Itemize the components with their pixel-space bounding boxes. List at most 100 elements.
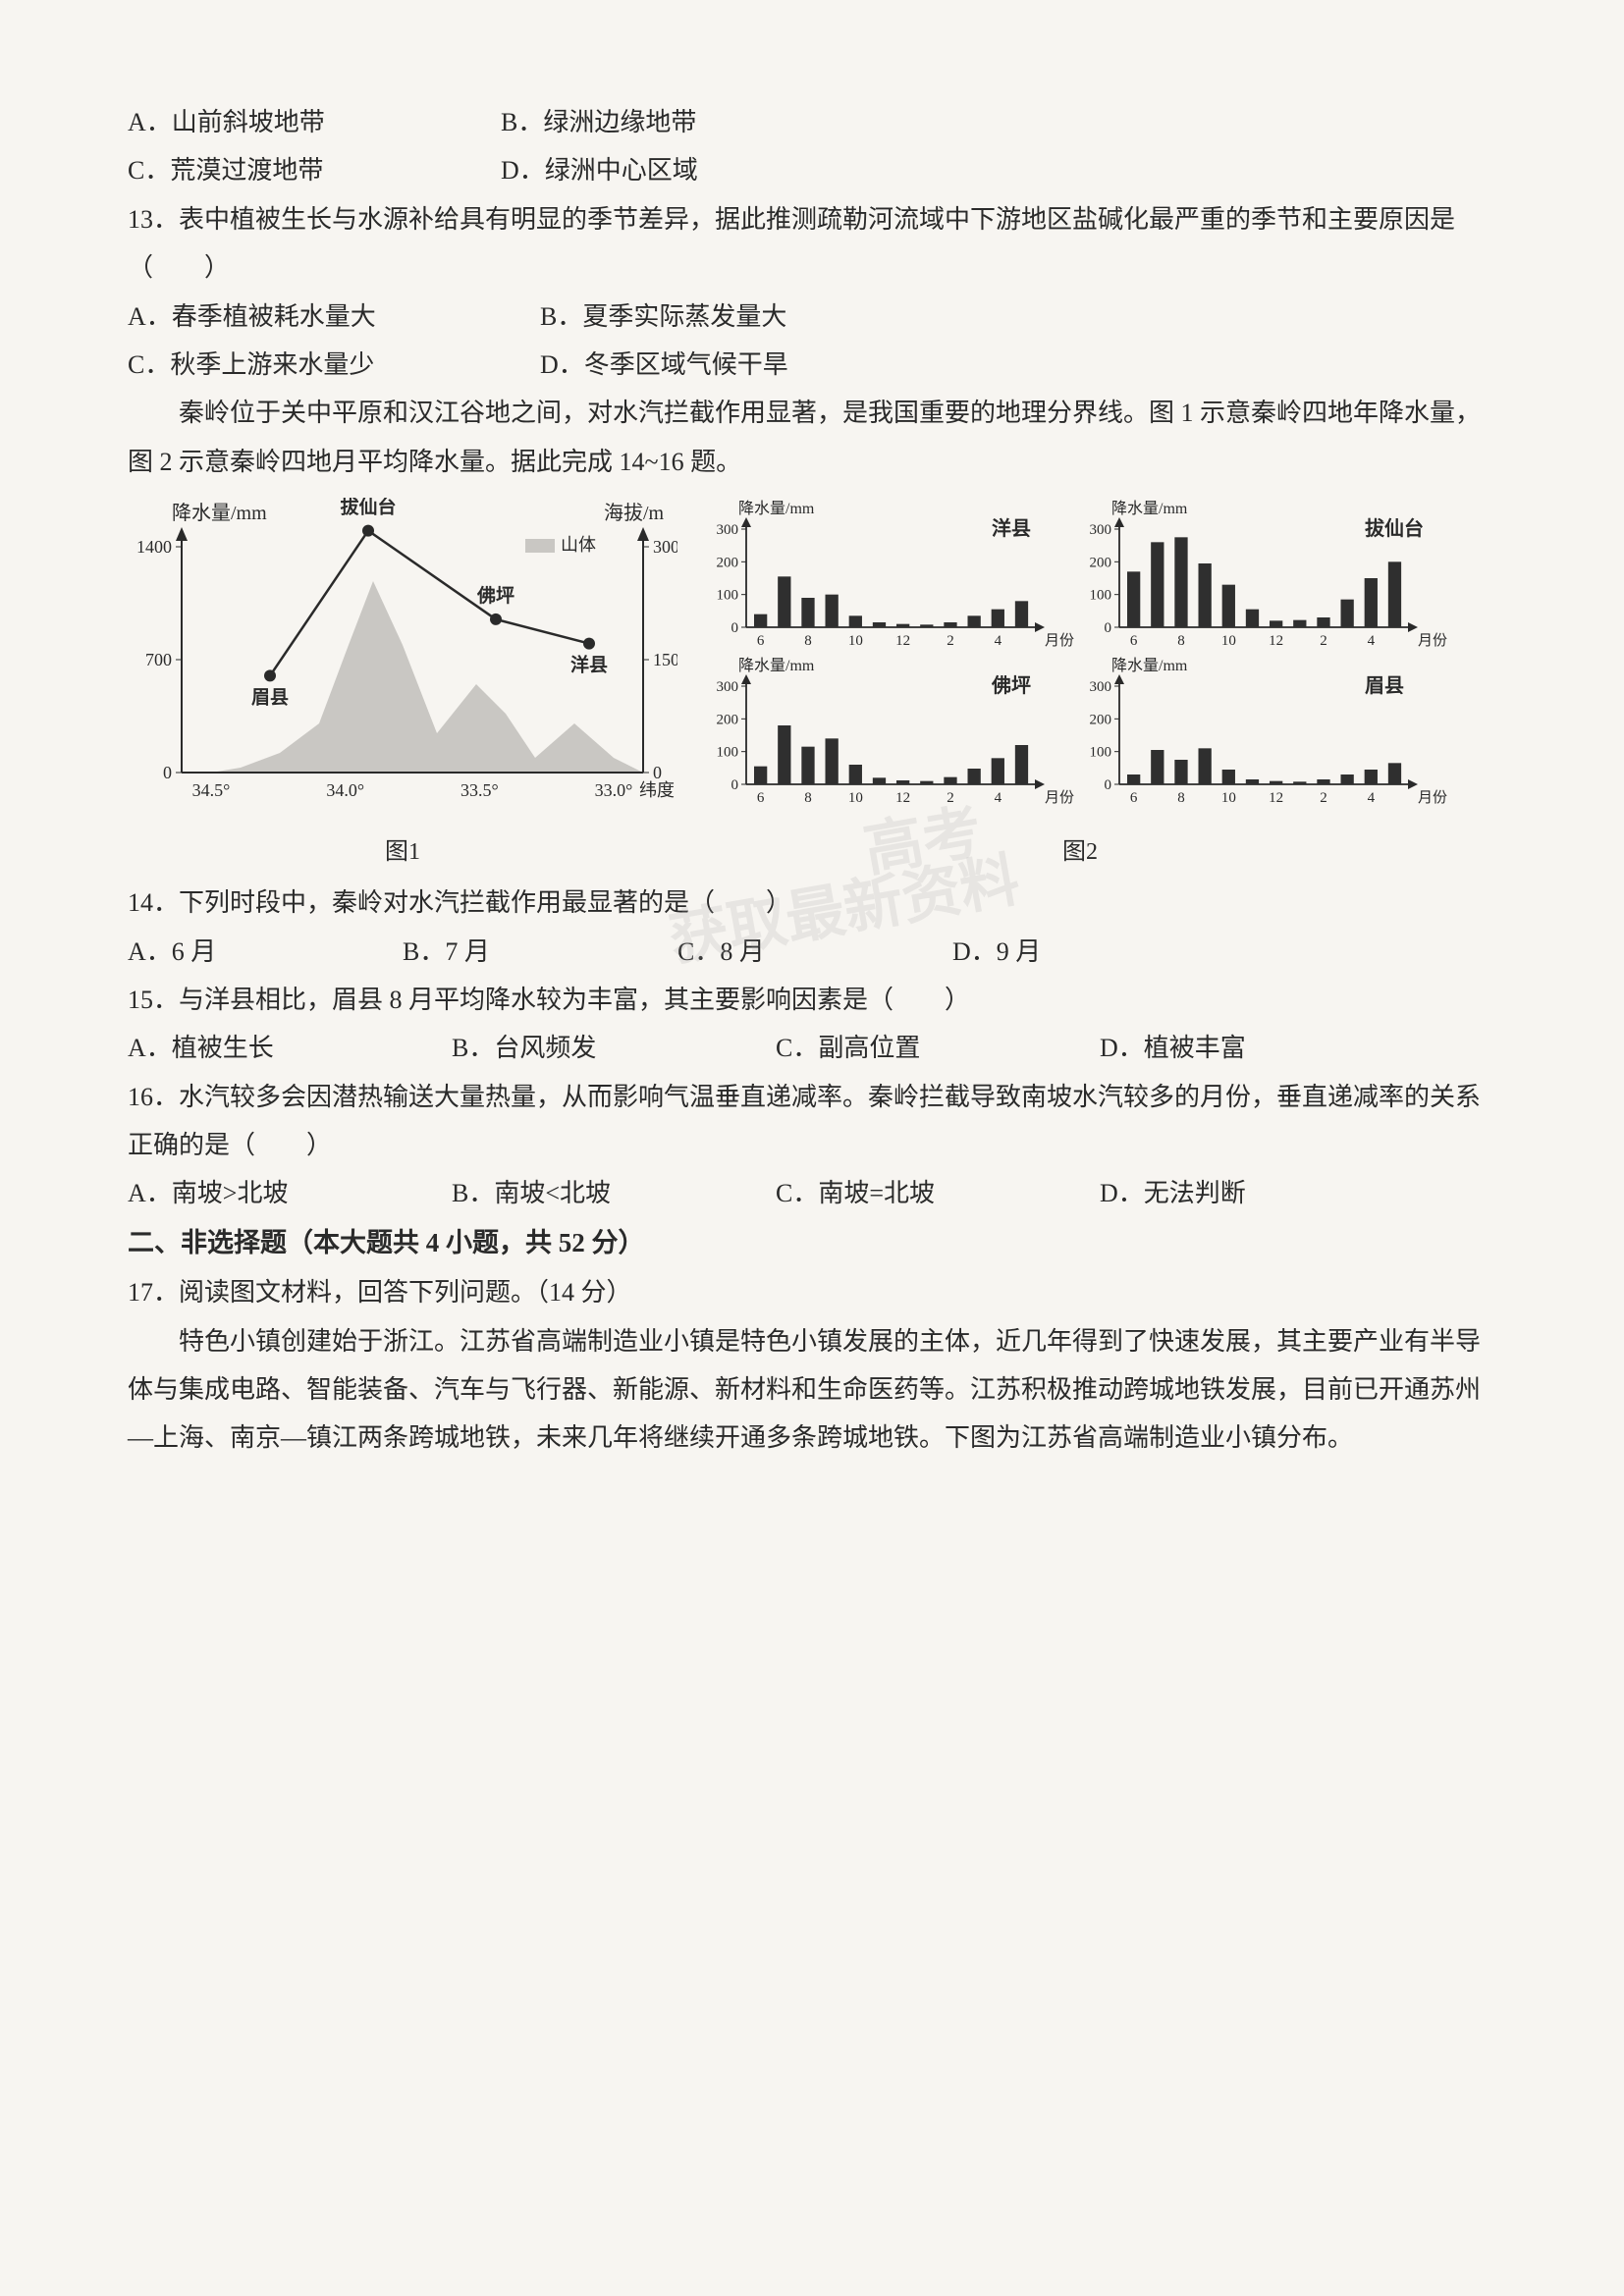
q17-paragraph: 特色小镇创建始于浙江。江苏省高端制造业小镇是特色小镇发展的主体，近几年得到了快速…: [128, 1317, 1496, 1463]
q13-stem: 13．表中植被生长与水源补给具有明显的季节差异，据此推测疏勒河流域中下游地区盐碱…: [128, 195, 1496, 293]
svg-text:1500: 1500: [653, 650, 677, 669]
svg-text:8: 8: [1177, 633, 1185, 649]
svg-text:12: 12: [1269, 790, 1283, 806]
fig2-chart: 0100200300降水量/mm68101224月份洋县0100200300降水…: [707, 498, 1453, 812]
svg-text:300: 300: [1090, 522, 1112, 538]
svg-text:拔仙台: 拔仙台: [1365, 516, 1424, 540]
svg-text:10: 10: [1221, 633, 1236, 649]
svg-text:10: 10: [1221, 790, 1236, 806]
q16-stem: 16．水汽较多会因潜热输送大量热量，从而影响气温垂直递减率。秦岭拦截导致南坡水汽…: [128, 1073, 1496, 1170]
q14-opt-a: A．6 月: [128, 928, 403, 976]
fig1-caption: 图1: [128, 830, 677, 876]
svg-text:0: 0: [1105, 620, 1112, 636]
svg-text:眉县: 眉县: [251, 687, 289, 709]
q16-opt-a: A．南坡>北坡: [128, 1169, 452, 1217]
svg-text:0: 0: [731, 777, 739, 793]
q13-opt-c: C．秋季上游来水量少: [128, 341, 540, 389]
q15-opt-c: C．副高位置: [776, 1024, 1100, 1072]
svg-text:降水量/mm: 降水量/mm: [738, 657, 815, 674]
svg-text:12: 12: [895, 790, 910, 806]
svg-text:洋县: 洋县: [570, 654, 608, 676]
svg-text:4: 4: [995, 633, 1002, 649]
svg-text:200: 200: [717, 555, 739, 570]
q13-opt-b: B．夏季实际蒸发量大: [540, 293, 786, 341]
svg-text:月份: 月份: [1418, 632, 1447, 649]
svg-text:200: 200: [1090, 555, 1112, 570]
q12-opt-a: A．山前斜坡地带: [128, 98, 501, 146]
svg-text:12: 12: [895, 633, 910, 649]
svg-text:33.5°: 33.5°: [460, 780, 499, 800]
svg-text:2: 2: [947, 790, 954, 806]
svg-text:200: 200: [1090, 712, 1112, 727]
q14-opt-c: C．8 月: [677, 928, 952, 976]
svg-text:0: 0: [163, 763, 172, 782]
q15-opt-a: A．植被生长: [128, 1024, 452, 1072]
svg-text:0: 0: [731, 620, 739, 636]
svg-text:4: 4: [1368, 633, 1376, 649]
q14-stem: 14．下列时段中，秦岭对水汽拦截作用最显著的是（ ）: [128, 879, 1496, 927]
svg-text:月份: 月份: [1418, 789, 1447, 806]
svg-text:拔仙台: 拔仙台: [340, 498, 396, 518]
q15-stem: 15．与洋县相比，眉县 8 月平均降水较为丰富，其主要影响因素是（ ）: [128, 976, 1496, 1024]
svg-text:0: 0: [653, 763, 662, 782]
svg-text:6: 6: [1130, 633, 1138, 649]
svg-text:降水量/mm: 降水量/mm: [738, 500, 815, 517]
svg-text:降水量/mm: 降水量/mm: [1111, 657, 1188, 674]
svg-text:佛坪: 佛坪: [476, 584, 514, 607]
q14-options: A．6 月 B．7 月 C．8 月 D．9 月: [128, 928, 1496, 976]
figure-2: 0100200300降水量/mm68101224月份洋县0100200300降水…: [707, 498, 1453, 875]
q12-options-row2: C．荒漠过渡地带 D．绿洲中心区域: [128, 146, 1496, 194]
q12-opt-d: D．绿洲中心区域: [501, 146, 874, 194]
q13-opt-d: D．冬季区域气候干旱: [540, 341, 788, 389]
svg-text:300: 300: [717, 679, 739, 695]
q16-options: A．南坡>北坡 B．南坡<北坡 C．南坡=北坡 D．无法判断: [128, 1169, 1496, 1217]
q14-opt-b: B．7 月: [403, 928, 677, 976]
svg-text:4: 4: [1368, 790, 1376, 806]
q12-opt-c: C．荒漠过渡地带: [128, 146, 501, 194]
figure-1: 0700140001500300034.5°34.0°33.5°33.0°纬度降…: [128, 498, 677, 875]
q15-opt-b: B．台风频发: [452, 1024, 776, 1072]
exam-page: A．山前斜坡地带 B．绿洲边缘地带 C．荒漠过渡地带 D．绿洲中心区域 13．表…: [0, 0, 1624, 2296]
q16-opt-c: C．南坡=北坡: [776, 1169, 1100, 1217]
svg-text:34.0°: 34.0°: [326, 780, 364, 800]
svg-text:700: 700: [145, 650, 172, 669]
svg-text:10: 10: [848, 633, 863, 649]
svg-text:200: 200: [717, 712, 739, 727]
section-2-heading: 二、非选择题（本大题共 4 小题，共 52 分）: [128, 1218, 1496, 1268]
svg-text:33.0°: 33.0°: [595, 780, 633, 800]
fig1-chart: 0700140001500300034.5°34.0°33.5°33.0°纬度降…: [128, 498, 677, 812]
svg-text:6: 6: [757, 790, 765, 806]
svg-text:眉县: 眉县: [1365, 675, 1404, 697]
svg-text:100: 100: [1090, 588, 1112, 604]
fig2-caption: 图2: [707, 830, 1453, 876]
svg-text:3000: 3000: [653, 537, 677, 557]
svg-text:2: 2: [1320, 633, 1327, 649]
figures-row: 0700140001500300034.5°34.0°33.5°33.0°纬度降…: [128, 498, 1496, 875]
svg-text:纬度: 纬度: [639, 780, 675, 800]
svg-text:月份: 月份: [1045, 789, 1074, 806]
svg-text:降水量/mm: 降水量/mm: [1111, 500, 1188, 517]
svg-text:8: 8: [1177, 790, 1185, 806]
svg-text:降水量/mm: 降水量/mm: [172, 502, 267, 524]
q16-opt-b: B．南坡<北坡: [452, 1169, 776, 1217]
svg-text:300: 300: [1090, 679, 1112, 695]
q17-stem: 17．阅读图文材料，回答下列问题。（14 分）: [128, 1268, 1496, 1316]
q13-options-row1: A．春季植被耗水量大 B．夏季实际蒸发量大: [128, 293, 1496, 341]
svg-text:月份: 月份: [1045, 632, 1074, 649]
svg-text:6: 6: [757, 633, 765, 649]
q13-opt-a: A．春季植被耗水量大: [128, 293, 540, 341]
q12-options-row1: A．山前斜坡地带 B．绿洲边缘地带: [128, 98, 1496, 146]
q12-opt-b: B．绿洲边缘地带: [501, 98, 874, 146]
svg-text:4: 4: [995, 790, 1002, 806]
passage-14-16: 秦岭位于关中平原和汉江谷地之间，对水汽拦截作用显著，是我国重要的地理分界线。图 …: [128, 389, 1496, 486]
svg-text:海拔/m: 海拔/m: [604, 502, 665, 524]
svg-text:34.5°: 34.5°: [192, 780, 231, 800]
svg-text:0: 0: [1105, 777, 1112, 793]
q16-opt-d: D．无法判断: [1100, 1169, 1424, 1217]
svg-text:100: 100: [1090, 745, 1112, 761]
svg-text:洋县: 洋县: [992, 516, 1031, 540]
svg-text:12: 12: [1269, 633, 1283, 649]
q14-opt-d: D．9 月: [952, 928, 1227, 976]
svg-text:8: 8: [804, 790, 812, 806]
q15-opt-d: D．植被丰富: [1100, 1024, 1424, 1072]
